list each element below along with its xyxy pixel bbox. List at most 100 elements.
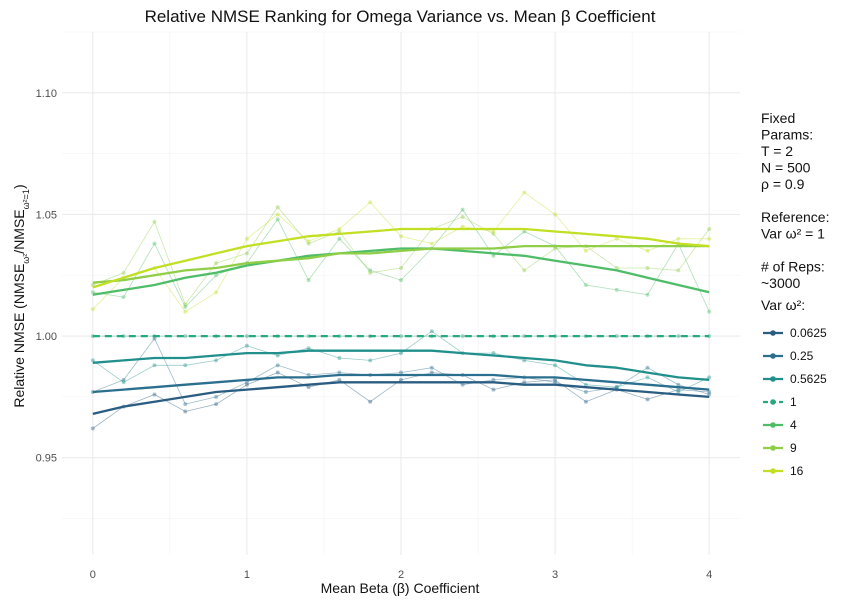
data-point-0.0625 — [553, 377, 558, 382]
data-point-1 — [244, 334, 249, 339]
data-point-9 — [491, 231, 496, 236]
data-point-1 — [676, 334, 681, 339]
x-axis-ticks: 0 1 2 3 4 — [90, 569, 712, 581]
data-point-16 — [429, 241, 434, 246]
series-line-9 — [92, 206, 710, 306]
legend: 0.0625 0.25 0.5625 1 4 9 16 — [763, 326, 827, 478]
data-point-0.5625 — [183, 363, 188, 368]
legend-key-point-0.5625 — [770, 376, 776, 382]
data-point-0.0625 — [645, 397, 650, 402]
data-point-0.0625 — [152, 392, 157, 397]
data-point-0.25 — [275, 363, 280, 368]
data-point-0.0625 — [244, 382, 249, 387]
side-panel-text: ~3000 — [761, 275, 801, 291]
data-point-0.25 — [429, 365, 434, 370]
y-axis-label-part: ) — [11, 184, 27, 189]
data-point-0.0625 — [522, 380, 527, 385]
data-point-16 — [676, 236, 681, 241]
y-tick-label: 1.10 — [36, 88, 57, 100]
legend-key-point-16 — [770, 468, 776, 474]
side-panel-text: Reference: — [761, 209, 829, 225]
data-point-16 — [553, 212, 558, 217]
data-point-0.25 — [121, 377, 126, 382]
data-point-0.0625 — [399, 377, 403, 382]
data-point-9 — [553, 246, 558, 251]
data-point-0.25 — [152, 336, 157, 341]
side-panel-text: Fixed — [761, 110, 795, 126]
data-point-4 — [460, 207, 465, 212]
data-point-4 — [90, 290, 95, 295]
y-axis-label-part: /NMSE — [11, 209, 27, 253]
smooth-line-0.0625 — [92, 381, 710, 416]
data-point-4 — [306, 278, 311, 283]
data-point-9 — [645, 265, 650, 270]
side-panel-text: Params: — [761, 127, 813, 143]
side-panel-text: N = 500 — [761, 160, 811, 176]
legend-title: Var ω²: — [761, 297, 805, 313]
data-point-9 — [275, 205, 280, 210]
data-point-0.0625 — [676, 387, 681, 392]
legend-key-point-0.25 — [770, 353, 776, 359]
data-point-4 — [522, 229, 527, 234]
data-point-9 — [614, 265, 619, 270]
y-axis-label: Relative NMSE (NMSEω²/NMSEω²=1) — [11, 184, 31, 407]
smooth-line-0.25 — [92, 373, 710, 394]
data-point-0.5625 — [90, 358, 95, 363]
data-point-4 — [707, 309, 712, 314]
side-panel-text: T = 2 — [761, 143, 793, 159]
side-panel-text: # of Reps: — [761, 259, 825, 275]
data-point-4 — [491, 253, 496, 258]
legend-label-4: 4 — [790, 418, 797, 432]
y-axis-label-part: Relative NMSE (NMSE — [11, 264, 27, 408]
data-point-9 — [214, 261, 219, 266]
legend-key-point-4 — [770, 422, 776, 428]
series-line-16 — [92, 191, 710, 313]
data-point-16 — [368, 200, 373, 205]
legend-label-0.0625: 0.0625 — [790, 326, 827, 340]
data-point-16 — [491, 229, 496, 234]
data-point-0.0625 — [337, 377, 342, 382]
data-point-4 — [121, 295, 126, 300]
data-point-0.0625 — [306, 385, 311, 390]
data-point-16 — [275, 212, 280, 217]
data-point-9 — [152, 219, 157, 224]
data-point-9 — [676, 268, 681, 273]
data-point-4 — [399, 278, 403, 283]
series-line-4 — [92, 208, 710, 312]
data-point-9 — [460, 214, 465, 219]
data-point-0.25 — [707, 392, 712, 397]
data-point-4 — [337, 236, 342, 241]
data-point-16 — [214, 290, 219, 295]
data-point-4 — [583, 282, 588, 287]
data-point-4 — [152, 241, 157, 246]
data-point-0.25 — [614, 385, 619, 390]
data-point-0.25 — [337, 370, 342, 375]
data-point-16 — [583, 248, 588, 253]
data-point-0.25 — [583, 390, 588, 395]
data-point-9 — [522, 268, 527, 273]
data-point-16 — [645, 248, 650, 253]
data-point-0.5625 — [275, 353, 280, 358]
data-point-0.5625 — [429, 329, 434, 334]
data-point-0.25 — [183, 402, 188, 407]
data-point-0.0625 — [183, 409, 188, 414]
legend-label-0.5625: 0.5625 — [790, 372, 827, 386]
data-point-16 — [614, 236, 619, 241]
data-point-16 — [522, 190, 527, 195]
data-point-0.5625 — [399, 351, 403, 356]
data-point-16 — [306, 239, 311, 244]
data-point-16 — [399, 234, 403, 239]
x-tick-label: 2 — [398, 569, 404, 581]
data-point-0.25 — [214, 394, 219, 399]
data-point-9 — [368, 270, 373, 275]
data-point-0.25 — [645, 365, 650, 370]
data-point-0.0625 — [368, 399, 373, 404]
legend-label-9: 9 — [790, 441, 797, 455]
data-point-0.0625 — [491, 387, 496, 392]
data-point-1 — [460, 334, 465, 339]
data-point-16 — [707, 236, 712, 241]
data-point-0.0625 — [583, 399, 588, 404]
data-point-0.25 — [491, 377, 496, 382]
x-tick-label: 0 — [90, 569, 96, 581]
